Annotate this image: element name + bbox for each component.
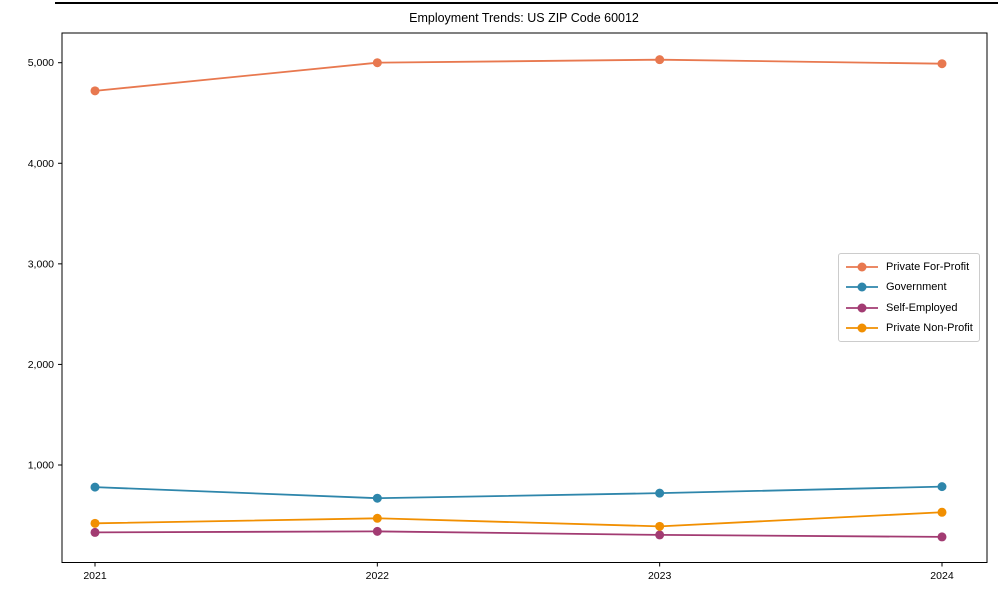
legend-label: Private Non-Profit [886,321,973,334]
legend: Private For-Profit Government Self-Employe… [838,253,980,342]
legend-item-government: Government [846,277,973,297]
data-point-private-for-profit-2024 [937,59,947,69]
y-tick-label: 4,000 [28,158,54,170]
y-tick-label: 2,000 [28,359,54,371]
data-point-self-employed-2021 [90,527,100,537]
legend-marker-private-for-profit [846,262,878,272]
data-point-private-for-profit-2023 [655,55,665,65]
legend-marker-government [846,282,878,292]
data-point-government-2021 [90,482,100,492]
y-tick-label: 1,000 [28,460,54,472]
window-top-border [55,2,998,4]
data-point-self-employed-2022 [372,526,382,536]
data-point-private-for-profit-2022 [372,58,382,68]
series-line-private-non-profit [94,511,943,528]
chart-title: Employment Trends: US ZIP Code 60012 [409,11,639,25]
legend-item-private-non-profit: Private Non-Profit [846,318,973,338]
x-tick-label: 2024 [930,570,954,582]
data-point-private-for-profit-2021 [90,86,100,96]
legend-item-self-employed: Self-Employed [846,298,973,318]
legend-marker-private-non-profit [846,323,878,333]
legend-label: Self-Employed [886,301,958,314]
data-point-government-2022 [372,493,382,503]
y-tick-label: 3,000 [28,258,54,270]
data-point-private-non-profit-2024 [937,507,947,517]
series-line-private-for-profit [94,58,943,92]
data-point-private-non-profit-2022 [372,513,382,523]
data-point-private-non-profit-2023 [655,521,665,531]
y-tick-label: 5,000 [28,57,54,69]
legend-label: Private For-Profit [886,261,970,274]
x-tick-label: 2022 [366,570,390,582]
data-point-self-employed-2024 [937,532,947,542]
x-tick-label: 2023 [648,570,672,582]
data-point-government-2023 [655,488,665,498]
legend-item-private-for-profit: Private For-Profit [846,257,973,277]
plot-border [61,32,988,563]
series-line-government [94,485,943,500]
series-line-self-employed [94,530,943,538]
data-point-government-2024 [937,482,947,492]
data-point-self-employed-2023 [655,530,665,540]
x-tick-label: 2021 [83,570,107,582]
legend-label: Government [886,281,947,294]
legend-marker-self-employed [846,303,878,313]
data-point-private-non-profit-2021 [90,518,100,528]
